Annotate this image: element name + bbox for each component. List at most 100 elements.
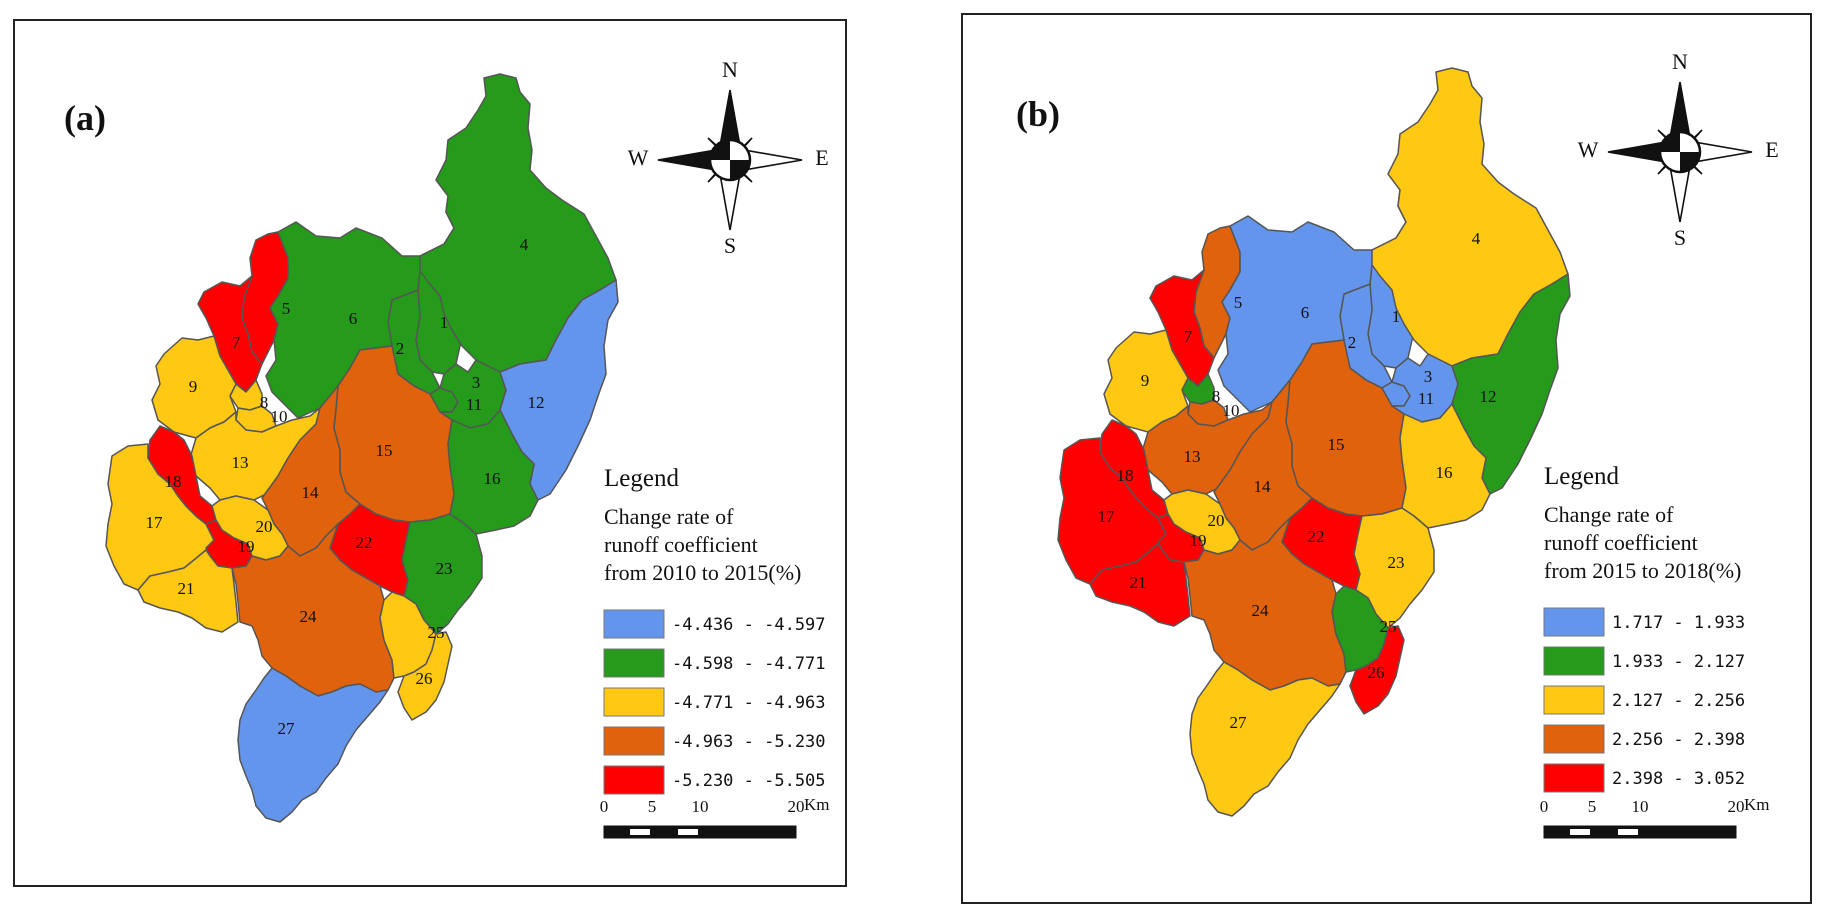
subbasin-9-label: 9 (189, 377, 198, 396)
subbasin-18-label: 18 (1117, 466, 1134, 485)
legend-subtitle-line: Change rate of (1544, 502, 1674, 527)
subbasin-24-label: 24 (1252, 601, 1270, 620)
subbasin-11-label: 11 (1418, 389, 1434, 408)
subbasin-27-label: 27 (278, 719, 296, 738)
scale-unit-label: Km (804, 795, 830, 814)
subbasin-18-label: 18 (165, 472, 182, 491)
legend-range-label: 1.933 - 2.127 (1612, 652, 1745, 672)
legend-swatch-red (603, 765, 665, 795)
scale-bar-segment (1618, 829, 1638, 835)
scale-bar: 0 5 10 20 Km (600, 795, 830, 839)
legend-subtitle-line: from 2010 to 2015(%) (604, 560, 801, 585)
subbasin-14-label: 14 (1254, 477, 1272, 496)
subbasin-11-label: 11 (466, 395, 482, 414)
legend-range-label: -4.963 - -5.230 (672, 732, 826, 752)
legend-swatch-yellow (1543, 685, 1605, 715)
legend-subtitle-line: runoff coefficient (604, 532, 758, 557)
legend-swatch-orange (603, 726, 665, 756)
scale-bar-segment (1570, 829, 1590, 835)
subbasin-27 (1189, 661, 1341, 817)
scale-bar-body (1543, 825, 1737, 839)
legend-range-label: -4.436 - -4.597 (672, 615, 826, 635)
subbasin-21-label: 21 (178, 579, 195, 598)
subbasin-17-label: 17 (146, 513, 164, 532)
subbasin-8-label: 8 (1212, 387, 1221, 406)
legend-subtitle-line: Change rate of (604, 504, 734, 529)
legend-subtitle-line: from 2015 to 2018(%) (1544, 558, 1741, 583)
subbasin-16-label: 16 (1436, 463, 1453, 482)
subbasin-24-label: 24 (300, 607, 318, 626)
subbasin-23-label: 23 (1388, 553, 1405, 572)
subbasin-14-label: 14 (302, 483, 320, 502)
subbasin-3-label: 3 (1424, 367, 1433, 386)
subbasin-26 (397, 631, 453, 721)
scale-bar: 0 5 10 20 Km (1540, 795, 1770, 839)
subbasin-17-label: 17 (1098, 507, 1116, 526)
subbasin-7 (197, 275, 263, 393)
subbasin-1-label: 1 (1392, 307, 1401, 326)
subbasin-26-label: 26 (1368, 663, 1385, 682)
legend-range-label: 2.127 - 2.256 (1612, 691, 1745, 711)
compass-w-label: W (1578, 137, 1599, 162)
subbasin-9-label: 9 (1141, 371, 1150, 390)
subbasin-5-label: 5 (282, 299, 291, 318)
compass-n-label: N (722, 57, 738, 82)
subbasin-27 (237, 667, 389, 823)
subbasin-26 (1349, 625, 1405, 715)
subbasin-16-label: 16 (484, 469, 501, 488)
scale-tick-label: 0 (1540, 797, 1549, 816)
legend-swatch-green (603, 648, 665, 678)
subbasin-7 (1149, 269, 1215, 387)
legend-swatch-blue (603, 609, 665, 639)
legend-swatch-red (1543, 763, 1605, 793)
compass-s-label: S (724, 233, 736, 258)
subbasin-21 (1089, 543, 1191, 627)
subbasin-20-label: 20 (1208, 511, 1225, 530)
subbasin-16 (447, 409, 539, 535)
subbasin-6-label: 6 (1301, 303, 1310, 322)
legend-swatch-orange (1543, 724, 1605, 754)
legend-range-label: 1.717 - 1.933 (1612, 613, 1745, 633)
compass-s-label: S (1674, 225, 1686, 250)
panel-tag: (a) (64, 98, 106, 138)
scale-bar-segment (678, 829, 698, 835)
subbasin-15-label: 15 (1328, 435, 1345, 454)
subbasin-21 (137, 549, 239, 633)
subbasin-7-label: 7 (1184, 327, 1193, 346)
compass-e-label: E (815, 145, 828, 170)
compass-w-label: W (628, 145, 649, 170)
legend-range-label: -4.771 - -4.963 (672, 693, 826, 713)
legend-swatch-blue (1543, 607, 1605, 637)
subbasin-6-label: 6 (349, 309, 358, 328)
compass-e-label: E (1765, 137, 1778, 162)
scale-bar-segment (630, 829, 650, 835)
north-arrow-compass-icon (1607, 81, 1753, 223)
scale-tick-label: 10 (1632, 797, 1649, 816)
legend-swatch-yellow (603, 687, 665, 717)
subbasin-4-label: 4 (1472, 229, 1481, 248)
subbasin-8-label: 8 (260, 393, 269, 412)
legend: Legend Change rate of runoff coefficient f… (1543, 463, 1745, 793)
scale-tick-label: 5 (1588, 797, 1597, 816)
compass-n-label: N (1672, 49, 1688, 74)
subbasin-4-label: 4 (520, 235, 529, 254)
subbasin-23 (1353, 507, 1435, 629)
scale-tick-label: 5 (648, 797, 657, 816)
scale-tick-label: 0 (600, 797, 609, 816)
subbasin-23-label: 23 (436, 559, 453, 578)
subbasin-21-label: 21 (1130, 573, 1147, 592)
subbasin-7-label: 7 (232, 333, 241, 352)
subbasin-2-label: 2 (1348, 333, 1357, 352)
subbasin-10-label: 10 (271, 407, 288, 426)
subbasin-25-label: 25 (428, 623, 445, 642)
subbasin-12-label: 12 (528, 393, 545, 412)
legend-range-label: -4.598 - -4.771 (672, 654, 826, 674)
subbasin-22-label: 22 (356, 533, 373, 552)
subbasin-12-label: 12 (1480, 387, 1497, 406)
subbasin-19-label: 19 (238, 537, 255, 556)
subbasin-3-label: 3 (472, 373, 481, 392)
subbasin-5-label: 5 (1234, 293, 1243, 312)
